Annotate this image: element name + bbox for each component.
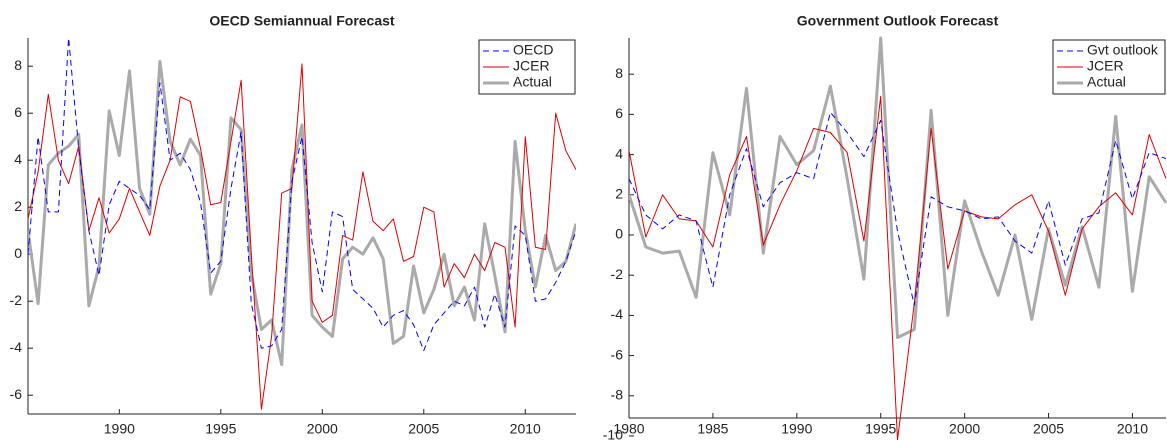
y-tick-label: 0	[14, 245, 22, 261]
legend-label: Gvt outlook	[1087, 42, 1159, 58]
x-tick-label: 2010	[510, 421, 541, 437]
y-tick-label: -4	[10, 339, 23, 355]
y-tick-label: 6	[14, 104, 22, 120]
x-tick-label: 1985	[697, 421, 728, 437]
y-tick-label: 4	[615, 145, 623, 161]
y-tick-label: 6	[615, 105, 623, 121]
legend-label: Actual	[513, 74, 552, 90]
y-tick-label: -10	[603, 427, 623, 440]
y-tick-label: -8	[611, 386, 624, 402]
y-tick-label: 4	[14, 151, 22, 167]
chart-title: OECD Semiannual Forecast	[209, 13, 395, 29]
y-tick-label: -4	[611, 306, 624, 322]
legend-label: JCER	[513, 58, 550, 74]
line-series	[629, 36, 1167, 339]
plot-area	[28, 37, 576, 410]
y-tick-label: 8	[615, 65, 623, 81]
y-tick-label: -2	[10, 292, 23, 308]
legend-label: JCER	[1087, 58, 1124, 74]
x-tick-label: 1995	[205, 421, 236, 437]
x-tick-label: 2010	[1117, 421, 1148, 437]
x-tick-label: 1980	[613, 421, 644, 437]
x-tick-label: 2000	[307, 421, 338, 437]
subplot: OECD Semiannual Forecast -6 -4 -2 0 2 4 6 8 1990 1…	[10, 13, 576, 437]
line-series	[28, 63, 576, 410]
x-tick-label: 2000	[949, 421, 980, 437]
x-tick-label: 1990	[781, 421, 812, 437]
x-tick-label: 1990	[104, 421, 135, 437]
x-tick-label: 2005	[408, 421, 439, 437]
line-series	[629, 111, 1167, 306]
y-tick-label: 0	[615, 226, 623, 242]
line-series	[28, 60, 576, 367]
chart-title: Government Outlook Forecast	[797, 13, 999, 29]
y-tick-label: -6	[611, 346, 624, 362]
line-series	[629, 95, 1167, 440]
legend-label: OECD	[513, 42, 553, 58]
line-series	[28, 37, 576, 352]
x-tick-label: 1995	[865, 421, 896, 437]
y-tick-label: -6	[10, 386, 23, 402]
y-tick-label: 2	[14, 198, 22, 214]
plot-area	[629, 36, 1167, 440]
y-tick-label: -2	[611, 266, 624, 282]
y-tick-label: 8	[14, 57, 22, 73]
x-tick-label: 2005	[1033, 421, 1064, 437]
subplot: Government Outlook Forecast -10 -8 -6 -4 -2 0 2…	[603, 13, 1167, 440]
legend-label: Actual	[1087, 74, 1126, 90]
y-tick-label: 2	[615, 185, 623, 201]
